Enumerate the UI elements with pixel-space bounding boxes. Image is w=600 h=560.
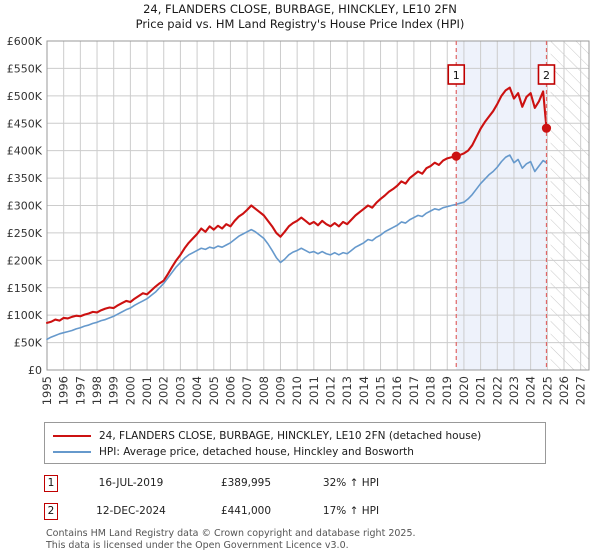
svg-text:2015: 2015 (374, 376, 388, 405)
svg-text:2: 2 (543, 69, 550, 82)
transaction-date-1: 16-JUL-2019 (98, 477, 164, 489)
svg-text:2014: 2014 (357, 376, 371, 405)
svg-text:£200K: £200K (7, 254, 43, 267)
marker-box-2 (537, 64, 556, 85)
svg-text:£500K: £500K (7, 90, 43, 103)
transaction-date-2: 12-DEC-2024 (96, 505, 166, 517)
svg-text:2000: 2000 (123, 376, 137, 405)
svg-text:£350K: £350K (7, 172, 43, 185)
svg-text:2013: 2013 (340, 376, 354, 405)
svg-text:1998: 1998 (90, 376, 104, 405)
svg-text:1: 1 (453, 69, 460, 82)
footer-line-2: This data is licensed under the Open Gov… (46, 539, 349, 551)
transaction-price-1: £389,995 (220, 477, 272, 489)
transaction-price-2: £441,000 (220, 505, 272, 517)
legend-label-property: 24, FLANDERS CLOSE, BURBAGE, HINCKLEY, L… (99, 430, 482, 442)
svg-text:2011: 2011 (307, 376, 321, 405)
marker-dot-2 (541, 123, 552, 133)
svg-text:2024: 2024 (524, 376, 538, 405)
chart-plot-area: £0 £50K £100K £150K £200K £250K £300K £350K £400… (7, 35, 590, 405)
svg-text:2007: 2007 (240, 376, 254, 405)
svg-text:2005: 2005 (207, 376, 221, 405)
legend-label-hpi: HPI: Average price, detached house, Hinc… (99, 446, 414, 458)
transaction-row-1[interactable]: 1 16-JUL-2019 £389,995 32% ↑ HPI (44, 472, 564, 494)
chart-legend: 24, FLANDERS CLOSE, BURBAGE, HINCKLEY, L… (44, 422, 546, 464)
svg-text:2001: 2001 (140, 376, 154, 405)
svg-text:2026: 2026 (557, 376, 571, 405)
series-line-1 (46, 154, 548, 341)
transaction-marker-badge-2: 2 (44, 502, 58, 520)
svg-text:2009: 2009 (273, 376, 287, 405)
svg-text:£400K: £400K (7, 145, 43, 158)
legend-swatch-property (53, 435, 91, 437)
page-title: 24, FLANDERS CLOSE, BURBAGE, HINCKLEY, L… (0, 2, 600, 32)
svg-text:2004: 2004 (190, 376, 204, 405)
svg-text:1997: 1997 (73, 376, 87, 405)
svg-text:2016: 2016 (390, 376, 404, 405)
svg-text:2002: 2002 (157, 376, 171, 405)
svg-text:2027: 2027 (574, 376, 588, 405)
svg-text:£450K: £450K (7, 117, 43, 130)
svg-text:2010: 2010 (290, 376, 304, 405)
svg-text:2012: 2012 (324, 376, 338, 405)
svg-text:2021: 2021 (474, 376, 488, 405)
marker-dot-1 (451, 151, 461, 161)
footer-line-1: Contains HM Land Registry data © Crown c… (46, 528, 416, 539)
transaction-hpi-delta-2: 17% ↑ HPI (322, 505, 380, 517)
svg-text:1999: 1999 (107, 376, 121, 405)
svg-text:2008: 2008 (257, 376, 271, 405)
legend-swatch-hpi (53, 451, 91, 453)
svg-text:£250K: £250K (7, 227, 43, 240)
transaction-row-2[interactable]: 2 12-DEC-2024 £441,000 17% ↑ HPI (44, 500, 564, 522)
svg-text:2022: 2022 (490, 376, 504, 405)
copyright-footer: Contains HM Land Registry data © Crown c… (46, 528, 586, 551)
svg-text:2020: 2020 (457, 376, 471, 405)
svg-text:2003: 2003 (173, 376, 187, 405)
transaction-marker-badge-1: 1 (44, 474, 58, 492)
svg-text:2023: 2023 (507, 376, 521, 405)
svg-text:£600K: £600K (7, 35, 43, 48)
svg-text:£550K: £550K (7, 62, 43, 75)
svg-text:1995: 1995 (40, 376, 54, 405)
legend-item-property: 24, FLANDERS CLOSE, BURBAGE, HINCKLEY, L… (53, 428, 537, 444)
svg-text:2019: 2019 (440, 376, 454, 405)
marker-box-1 (447, 64, 466, 85)
svg-text:£300K: £300K (7, 200, 43, 213)
svg-text:£50K: £50K (14, 337, 43, 350)
svg-text:2006: 2006 (223, 376, 237, 405)
svg-text:2025: 2025 (540, 376, 554, 405)
title-line-2: Price paid vs. HM Land Registry's House … (135, 17, 465, 31)
svg-text:2017: 2017 (407, 376, 421, 405)
svg-text:1996: 1996 (57, 376, 71, 405)
svg-text:2018: 2018 (424, 376, 438, 405)
svg-text:£0: £0 (28, 364, 42, 377)
transaction-hpi-delta-1: 32% ↑ HPI (322, 477, 380, 489)
series-line-0 (45, 86, 548, 324)
title-line-1: 24, FLANDERS CLOSE, BURBAGE, HINCKLEY, L… (143, 2, 457, 16)
legend-item-hpi: HPI: Average price, detached house, Hinc… (53, 444, 537, 460)
svg-text:£100K: £100K (7, 309, 43, 322)
svg-text:£150K: £150K (7, 282, 43, 295)
